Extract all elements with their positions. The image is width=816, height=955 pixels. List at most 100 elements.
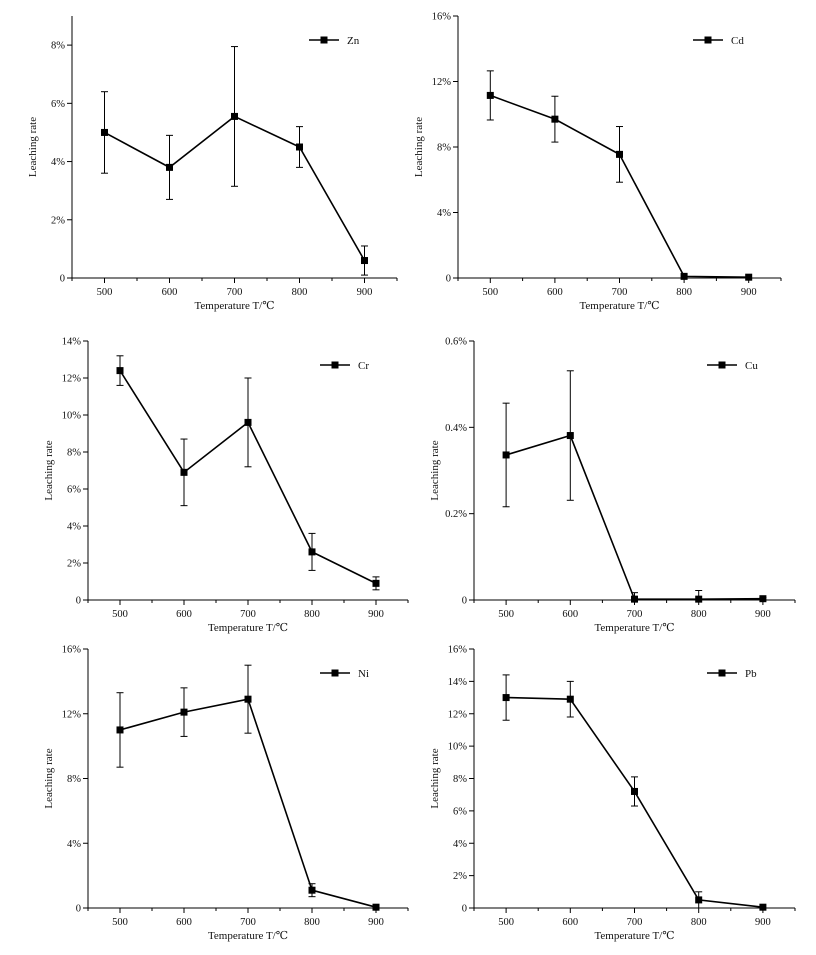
data-point [116,726,124,734]
data-point [695,595,703,603]
y-tick-label: 8% [67,448,81,459]
legend-label: Pb [745,668,757,680]
x-axis-title: Temperature T/℃ [208,930,288,942]
x-tick-label: 500 [97,287,113,298]
y-tick-label: 0 [462,904,467,915]
x-tick-label: 600 [176,917,192,928]
data-point [631,595,638,603]
x-tick-label: 900 [368,917,384,928]
y-tick-label: 14% [62,337,82,348]
data-point [296,143,303,151]
data-point [308,886,316,894]
data-point [759,595,767,603]
chart-panel-cd: 0 4% 8% 12% 16% 500 600 700 800 900 Temperature T/… [413,12,782,312]
y-tick-label: 8% [67,774,81,785]
y-axis-title: Leaching rate [429,440,441,500]
y-tick-label: 14% [448,677,468,688]
series-line [490,94,749,278]
y-tick-label: 16% [448,645,468,656]
y-tick-label: 12% [448,709,468,720]
y-axis-title: Leaching rate [43,748,55,808]
x-tick-label: 800 [292,287,308,298]
data-point [180,708,188,716]
y-tick-label: 6% [51,99,65,110]
y-axis-title: Leaching rate [429,748,441,808]
x-axis-title: Temperature T/℃ [194,300,274,312]
x-tick-label: 800 [304,609,320,620]
data-point [502,694,510,702]
legend-label: Ni [358,668,369,680]
x-tick-label: 900 [741,287,757,298]
y-tick-label: 6% [67,485,81,496]
legend-marker [704,36,712,44]
y-tick-label: 10% [62,411,82,422]
y-tick-label: 16% [62,645,82,656]
chart-panel-cu: 0 0.2% 0.4% 0.6% 500 600 700 800 900 Temperature … [429,337,796,634]
y-tick-label: 0 [60,274,65,285]
y-tick-label: 8% [437,143,451,154]
data-point [631,787,638,795]
y-tick-label: 10% [448,742,468,753]
y-tick-label: 2% [67,559,81,570]
x-axis-title: Temperature T/℃ [594,622,674,634]
y-axis-title: Leaching rate [27,117,39,177]
y-tick-label: 0 [446,274,451,285]
data-point [116,367,124,375]
data-point [551,115,559,123]
x-tick-label: 600 [176,609,192,620]
data-point [759,903,767,911]
y-tick-label: 0.6% [445,337,467,348]
y-tick-label: 0 [462,596,467,607]
legend-label: Cd [731,35,744,47]
data-point [695,896,703,904]
legend-label: Cu [745,360,758,372]
y-tick-label: 4% [51,157,65,168]
data-point [231,112,238,120]
data-point [244,418,252,426]
x-tick-label: 700 [240,917,256,928]
x-tick-label: 700 [240,609,256,620]
data-point [502,451,510,459]
data-point [180,468,188,476]
data-point [308,548,316,556]
y-tick-label: 12% [432,77,452,88]
data-point [680,272,688,280]
data-point [566,432,574,440]
x-axis-title: Temperature T/℃ [594,930,674,942]
data-point [244,695,252,703]
x-tick-label: 900 [368,609,384,620]
x-tick-label: 900 [755,609,771,620]
data-point [372,903,380,911]
y-tick-label: 0 [76,904,81,915]
x-tick-label: 600 [562,917,578,928]
x-tick-label: 900 [357,287,373,298]
legend-marker [718,669,726,677]
x-tick-label: 700 [227,287,243,298]
legend-marker [331,669,339,677]
data-point [745,273,753,281]
data-point [166,163,173,171]
y-tick-label: 8% [453,774,467,785]
x-tick-label: 900 [755,917,771,928]
legend-label: Cr [358,360,369,372]
y-tick-label: 4% [453,839,467,850]
chart-panel-pb: 0 2% 4% 6% 8% 10% 12% 14% 16% 500 600 700 800 900 Temp… [429,645,796,942]
x-tick-label: 700 [627,609,643,620]
x-tick-label: 500 [498,609,514,620]
x-tick-label: 600 [562,609,578,620]
y-tick-label: 0 [76,596,81,607]
y-tick-label: 0.2% [445,509,467,520]
y-axis-title: Leaching rate [413,117,425,177]
data-point [486,91,494,99]
y-tick-label: 0.4% [445,423,467,434]
x-tick-label: 500 [498,917,514,928]
x-tick-label: 500 [112,609,128,620]
x-tick-label: 800 [691,917,707,928]
y-tick-label: 12% [62,709,82,720]
x-axis-title: Temperature T/℃ [579,300,659,312]
x-tick-label: 800 [691,609,707,620]
legend-label: Zn [347,35,360,47]
data-point [101,128,108,136]
data-point [616,150,623,158]
